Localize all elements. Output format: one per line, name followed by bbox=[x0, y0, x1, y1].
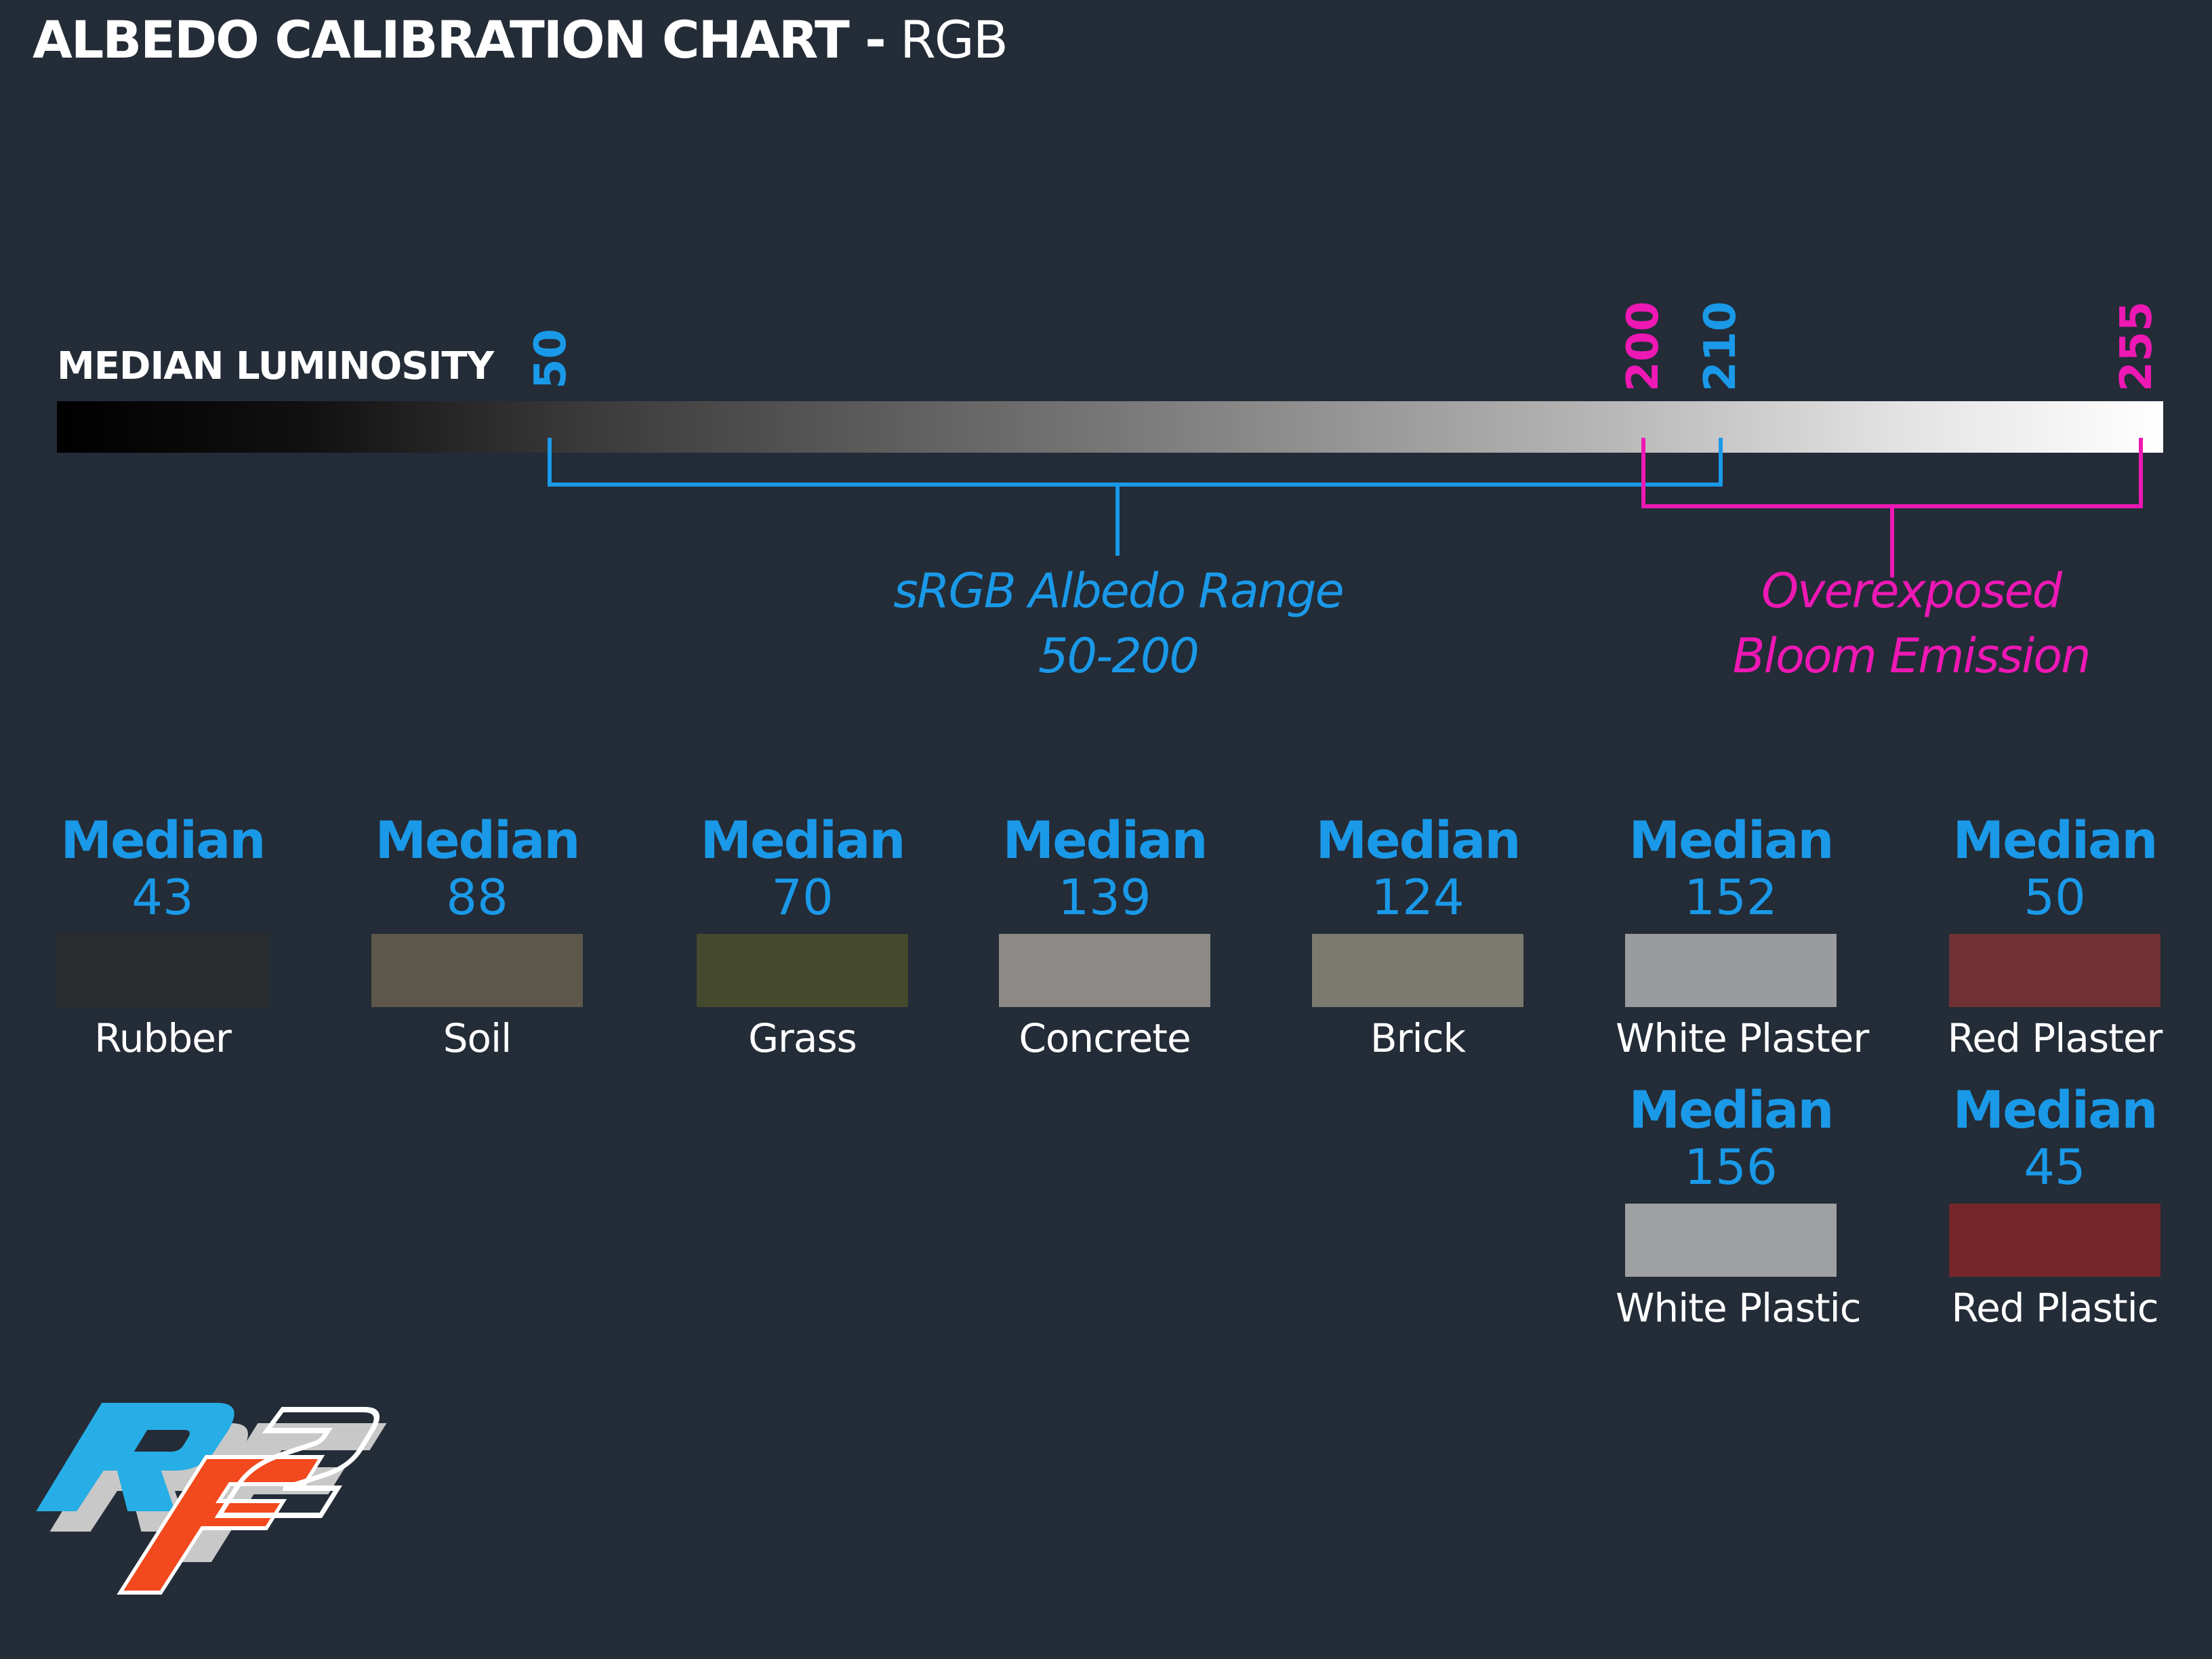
median-word: Median bbox=[1315, 810, 1521, 870]
median-value: 45 bbox=[2024, 1139, 2086, 1195]
material-rubber: Median 43 Rubber bbox=[47, 811, 278, 1069]
color-swatch bbox=[1949, 934, 2160, 1007]
overexposed-range-stem bbox=[1890, 504, 1894, 577]
median-word: Median bbox=[700, 810, 905, 870]
material-white-plastic: Median 156 White Plastic bbox=[1616, 1080, 1862, 1339]
material-soil: Median 88 Soil bbox=[362, 811, 592, 1069]
median-value: 152 bbox=[1684, 869, 1778, 926]
median-value: 70 bbox=[771, 869, 834, 926]
overexposed-range-title: Overexposed bbox=[1761, 563, 2062, 619]
material-name: Soil bbox=[443, 1015, 512, 1061]
median-word: Median bbox=[1952, 810, 2158, 870]
median-word: Median bbox=[1629, 810, 1834, 870]
tick-label-255: 255 bbox=[2112, 301, 2162, 392]
material-concrete: Median 139 Concrete bbox=[989, 811, 1220, 1069]
color-swatch bbox=[57, 934, 268, 1007]
color-swatch bbox=[697, 934, 908, 1007]
material-name: Rubber bbox=[94, 1015, 232, 1061]
material-name: Concrete bbox=[1019, 1015, 1191, 1061]
material-grass: Median 70 Grass bbox=[687, 811, 918, 1069]
median-value: 43 bbox=[131, 869, 194, 926]
color-swatch bbox=[1312, 934, 1523, 1007]
tick-label-200: 200 bbox=[1618, 301, 1668, 392]
luminosity-gradient-bar bbox=[57, 401, 2163, 453]
color-swatch bbox=[1625, 934, 1837, 1007]
color-swatch bbox=[999, 934, 1210, 1007]
material-brick: Median 124 Brick bbox=[1303, 811, 1533, 1069]
chart-title-main: ALBEDO CALIBRATION CHART - bbox=[33, 9, 886, 70]
median-word: Median bbox=[1002, 810, 1208, 870]
overexposed-range-bracket bbox=[1641, 438, 2143, 508]
median-word: Median bbox=[375, 810, 580, 870]
color-swatch bbox=[1625, 1204, 1837, 1277]
srgb-range-label: sRGB Albedo Range 50-200 bbox=[813, 558, 1423, 689]
median-word: Median bbox=[1629, 1080, 1834, 1140]
material-name: Brick bbox=[1370, 1015, 1466, 1061]
tick-label-210: 210 bbox=[1696, 301, 1746, 392]
median-value: 88 bbox=[446, 869, 508, 926]
median-value: 139 bbox=[1058, 869, 1151, 926]
overexposed-range-subtitle: Bloom Emission bbox=[1732, 628, 2091, 684]
material-name: Red Plaster bbox=[1947, 1015, 2163, 1061]
median-value: 124 bbox=[1371, 869, 1465, 926]
material-red-plastic: Median 45 Red Plastic bbox=[1940, 1080, 2170, 1339]
median-luminosity-label: MEDIAN LUMINOSITY bbox=[57, 344, 494, 388]
material-name: White Plastic bbox=[1616, 1285, 1862, 1331]
material-name: Grass bbox=[748, 1015, 857, 1061]
chart-title: ALBEDO CALIBRATION CHART - RGB bbox=[33, 9, 1008, 70]
srgb-range-values: 50-200 bbox=[1038, 628, 1200, 684]
color-swatch bbox=[371, 934, 583, 1007]
srgb-range-title: sRGB Albedo Range bbox=[893, 563, 1344, 619]
material-red-plaster: Median 50 Red Plaster bbox=[1940, 811, 2170, 1069]
material-name: Red Plastic bbox=[1951, 1285, 2158, 1331]
material-white-plaster: Median 152 White Plaster bbox=[1616, 810, 1869, 1069]
median-value: 50 bbox=[2024, 869, 2086, 926]
chart-title-mode: RGB bbox=[900, 9, 1008, 70]
median-word: Median bbox=[60, 810, 266, 870]
median-word: Median bbox=[1952, 1080, 2158, 1140]
overexposed-range-label: Overexposed Bloom Emission bbox=[1606, 558, 2212, 689]
srgb-range-stem bbox=[1115, 483, 1120, 556]
color-swatch bbox=[1949, 1204, 2160, 1277]
rf2-logo bbox=[36, 1403, 387, 1595]
material-name: White Plaster bbox=[1616, 1015, 1869, 1061]
median-value: 156 bbox=[1684, 1139, 1778, 1195]
tick-label-50: 50 bbox=[526, 328, 576, 389]
srgb-range-bracket bbox=[548, 438, 1723, 487]
